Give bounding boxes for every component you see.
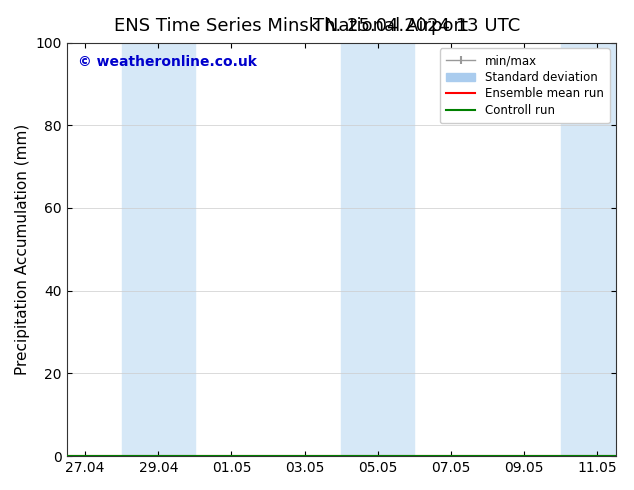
Y-axis label: Precipitation Accumulation (mm): Precipitation Accumulation (mm) xyxy=(15,123,30,375)
Bar xyxy=(560,43,634,456)
Bar xyxy=(341,43,415,456)
Legend: min/max, Standard deviation, Ensemble mean run, Controll run: min/max, Standard deviation, Ensemble me… xyxy=(440,49,610,123)
Text: © weatheronline.co.uk: © weatheronline.co.uk xyxy=(78,55,257,69)
Text: Th. 25.04.2024 13 UTC: Th. 25.04.2024 13 UTC xyxy=(313,17,520,35)
Text: ENS Time Series Minsk National Airport: ENS Time Series Minsk National Airport xyxy=(114,17,468,35)
Bar xyxy=(122,43,195,456)
